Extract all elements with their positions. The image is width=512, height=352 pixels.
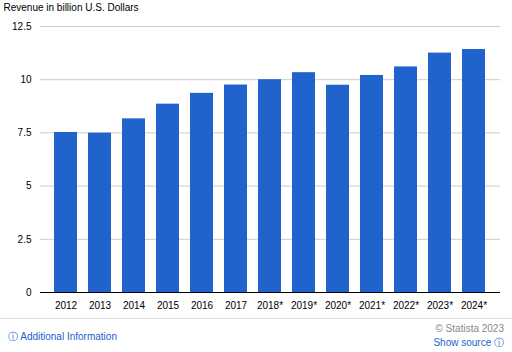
html-text:Show source ⓘ: Show source ⓘ: [433, 337, 504, 348]
svg-text:2016: 2016: [191, 300, 214, 311]
svg-text:2018*: 2018*: [257, 300, 283, 311]
svg-text:2024*: 2024*: [461, 300, 487, 311]
svg-text:Revenue in billion U.S. Dollar: Revenue in billion U.S. Dollars: [4, 2, 139, 13]
svg-text:2023*: 2023*: [427, 300, 453, 311]
svg-text:2022*: 2022*: [393, 300, 419, 311]
svg-text:7.5: 7.5: [18, 127, 32, 138]
svg-text:2012: 2012: [55, 300, 78, 311]
svg-text:2013: 2013: [89, 300, 112, 311]
svg-text:2.5: 2.5: [18, 234, 32, 245]
html-text:© Statista 2023: © Statista 2023: [435, 323, 504, 334]
svg-text:2014: 2014: [123, 300, 146, 311]
svg-text:2019*: 2019*: [291, 300, 317, 311]
svg-text:0: 0: [26, 287, 32, 298]
html-text:ⓘ Additional Information: ⓘ Additional Information: [8, 330, 117, 342]
svg-text:5: 5: [26, 180, 32, 191]
svg-text:2021*: 2021*: [359, 300, 385, 311]
svg-text:2020*: 2020*: [325, 300, 351, 311]
svg-text:2015: 2015: [157, 300, 180, 311]
svg-text:2017: 2017: [225, 300, 248, 311]
svg-text:12.5: 12.5: [12, 21, 32, 32]
svg-text:10: 10: [20, 74, 32, 85]
